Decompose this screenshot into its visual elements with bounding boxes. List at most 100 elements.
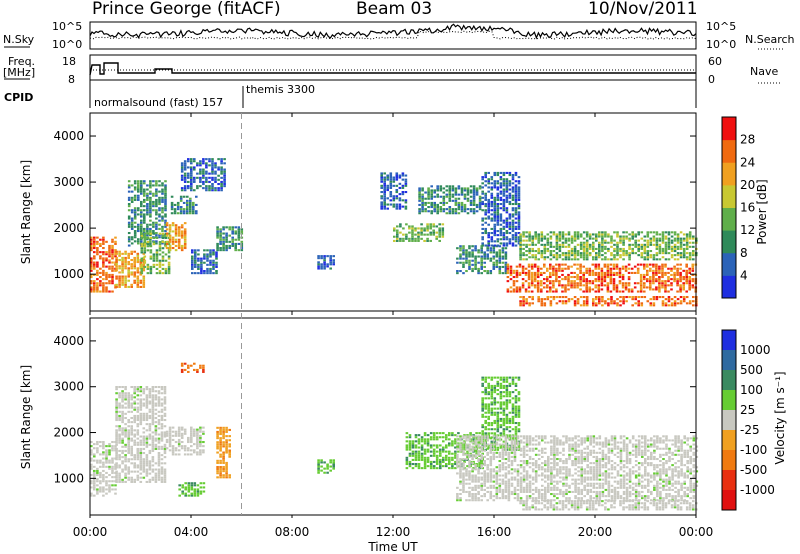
heatmap-cell [628,243,631,246]
heatmap-cell [594,273,598,276]
heatmap-cell [143,200,146,203]
freq-left-tick-bottom: 8 [68,73,75,86]
heatmap-cell [555,276,558,279]
heatmap-cell [127,261,130,264]
heatmap-cell [140,188,143,191]
heatmap-cell [90,463,93,466]
heatmap-cell [158,203,161,206]
heatmap-cell [171,449,175,452]
heatmap-cell [401,186,405,189]
heatmap-cell [609,263,613,266]
heatmap-cell [208,164,211,167]
heatmap-cell [622,258,625,261]
heatmap-cell [448,185,452,188]
heatmap-cell [448,438,451,441]
heatmap-cell [451,467,454,470]
heatmap-cell [383,201,386,204]
heatmap-cell [484,171,487,174]
heatmap-cell [127,184,131,187]
heatmap-cell [136,254,140,257]
heatmap-cell [149,205,152,208]
heatmap-cell [189,201,192,204]
heatmap-cell [426,237,429,240]
heatmap-cell [160,466,164,469]
heatmap-cell [194,249,197,252]
heatmap-cell [459,247,462,250]
heatmap-cell [429,446,433,449]
heatmap-cell [170,195,174,198]
heatmap-cell [151,445,155,448]
heatmap-cell [540,284,543,287]
heatmap-cell [121,269,124,272]
heatmap-cell [438,227,441,230]
heatmap-cell [490,240,494,243]
heatmap-cell [411,225,414,228]
heatmap-cell [237,230,241,233]
heatmap-cell [519,239,522,242]
heatmap-cell [469,185,473,188]
heatmap-cell [96,480,99,483]
heatmap-cell [420,227,423,230]
heatmap-cell [432,450,436,453]
heatmap-cell [606,286,610,289]
heatmap-cell [152,221,155,224]
heatmap-cell [499,405,503,408]
heatmap-cell [127,433,130,436]
heatmap-cell [427,191,430,194]
heatmap-cell [492,265,496,268]
heatmap-cell [225,474,228,477]
heatmap-cell [401,174,405,177]
heatmap-cell [191,249,194,252]
heatmap-cell [564,254,568,257]
heatmap-cell [164,219,167,222]
heatmap-cell [115,259,118,262]
heatmap-cell [493,174,497,177]
heatmap-cell [157,474,161,477]
heatmap-cell [514,401,518,404]
heatmap-cell [525,235,528,238]
heatmap-cell [155,194,158,197]
heatmap-cell [228,453,231,456]
heatmap-cell [486,247,489,250]
heatmap-cell [555,233,559,236]
heatmap-cell [408,440,412,443]
heatmap-cell [158,190,161,193]
heatmap-cell [191,251,194,254]
heatmap-cell [448,450,451,453]
heatmap-cell [158,243,162,246]
heatmap-cell [499,419,503,422]
heatmap-cell [459,255,462,258]
heatmap-cell [96,469,99,472]
heatmap-cell [414,458,418,461]
heatmap-cell [214,166,217,169]
heatmap-cell [143,221,146,224]
heatmap-cell [216,242,219,245]
noise-panel-frame [89,21,697,50]
heatmap-cell [411,446,415,449]
heatmap-cell [487,384,490,387]
heatmap-cell [219,449,222,452]
heatmap-cell [478,208,482,211]
heatmap-cell [688,276,691,279]
heatmap-cell [567,252,571,255]
heatmap-cell [466,434,469,437]
heatmap-cell [456,460,459,463]
heatmap-cell [124,417,127,420]
heatmap-cell [487,232,490,235]
heatmap-cell [136,431,140,434]
heatmap-cell [429,463,433,466]
heatmap-cell [481,200,484,203]
heatmap-cell [217,187,220,190]
heatmap-cell [130,454,133,457]
heatmap-cell [124,466,127,469]
heatmap-cell [196,162,199,165]
heatmap-cell [111,269,114,272]
heatmap-cell [417,227,420,230]
heatmap-cell [585,233,589,236]
heatmap-cell [93,290,96,293]
heatmap-cell [528,239,531,242]
heatmap-cell [237,238,241,241]
heatmap-cell [585,271,588,274]
heatmap-cell [448,197,452,200]
heatmap-cell [118,456,121,459]
